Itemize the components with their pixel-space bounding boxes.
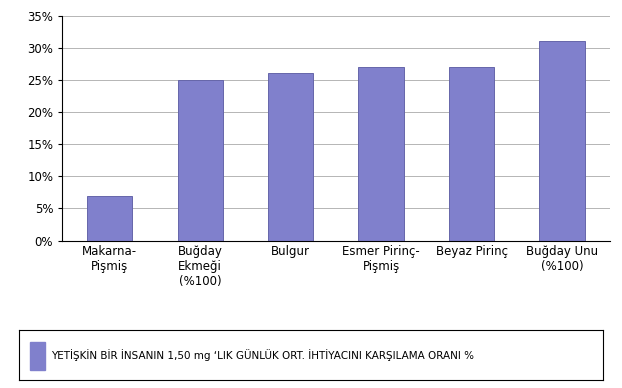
Bar (30, 342, 45, 370)
Bar (268, 73, 313, 241)
Bar (87, 196, 132, 241)
Bar (449, 67, 494, 241)
Text: YETİŞKİN BİR İNSANIN 1,50 mg ‘LIK GÜNLÜK ORT. İHTİYACINI KARŞILAMA ORANI %: YETİŞKİN BİR İNSANIN 1,50 mg ‘LIK GÜNLÜK… (51, 349, 474, 361)
Bar (358, 67, 404, 241)
Bar (177, 80, 223, 241)
Bar (539, 41, 585, 241)
